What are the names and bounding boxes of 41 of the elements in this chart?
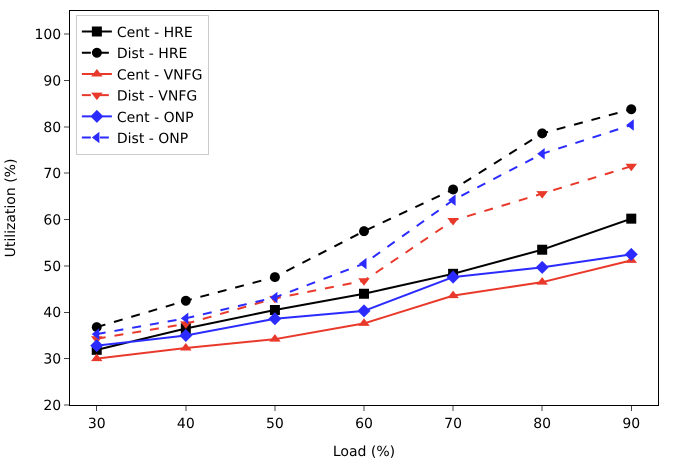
- y-tick-label: 60: [43, 212, 62, 228]
- point: [536, 260, 549, 274]
- point: [359, 288, 369, 299]
- y-tick-label: 30: [43, 352, 62, 368]
- legend-label: Cent - HRE: [116, 25, 193, 41]
- x-tick-label: 80: [533, 416, 552, 432]
- point: [179, 328, 192, 342]
- legend-label: Dist - VNFG: [116, 88, 198, 105]
- point: [446, 270, 460, 284]
- point: [270, 304, 280, 315]
- point: [180, 296, 191, 306]
- x-tick-label: 50: [266, 416, 284, 432]
- x-tick-label: 70: [444, 416, 462, 432]
- x-axis-title: Load (%): [332, 444, 396, 460]
- y-tick-label: 70: [43, 166, 62, 182]
- point: [90, 339, 104, 352]
- x-tick-label: 60: [355, 416, 373, 432]
- point: [270, 272, 280, 282]
- legend-label: Cent - VNFG: [116, 67, 203, 84]
- point: [268, 312, 282, 326]
- y-axis-title: Utilization (%): [3, 158, 20, 258]
- x-tick-label: 30: [88, 416, 106, 432]
- point: [537, 128, 548, 138]
- legend-label: Dist - ONP: [116, 131, 188, 147]
- y-tick-label: 90: [43, 73, 62, 90]
- y-tick-label: 100: [34, 27, 62, 44]
- legend-label: Dist - HRE: [116, 46, 188, 62]
- point: [359, 226, 369, 236]
- x-tick-label: 90: [622, 416, 640, 432]
- point: [626, 104, 636, 114]
- point: [624, 248, 638, 261]
- y-tick-label: 40: [43, 305, 62, 322]
- y-tick-label: 80: [43, 120, 62, 136]
- point: [448, 184, 458, 194]
- x-tick-label: 40: [176, 416, 195, 432]
- legend-label: Cent - ONP: [116, 110, 194, 126]
- y-tick-label: 50: [43, 258, 62, 275]
- point: [358, 304, 370, 318]
- point: [537, 244, 548, 255]
- y-tick-label: 20: [43, 398, 62, 414]
- point: [626, 214, 636, 224]
